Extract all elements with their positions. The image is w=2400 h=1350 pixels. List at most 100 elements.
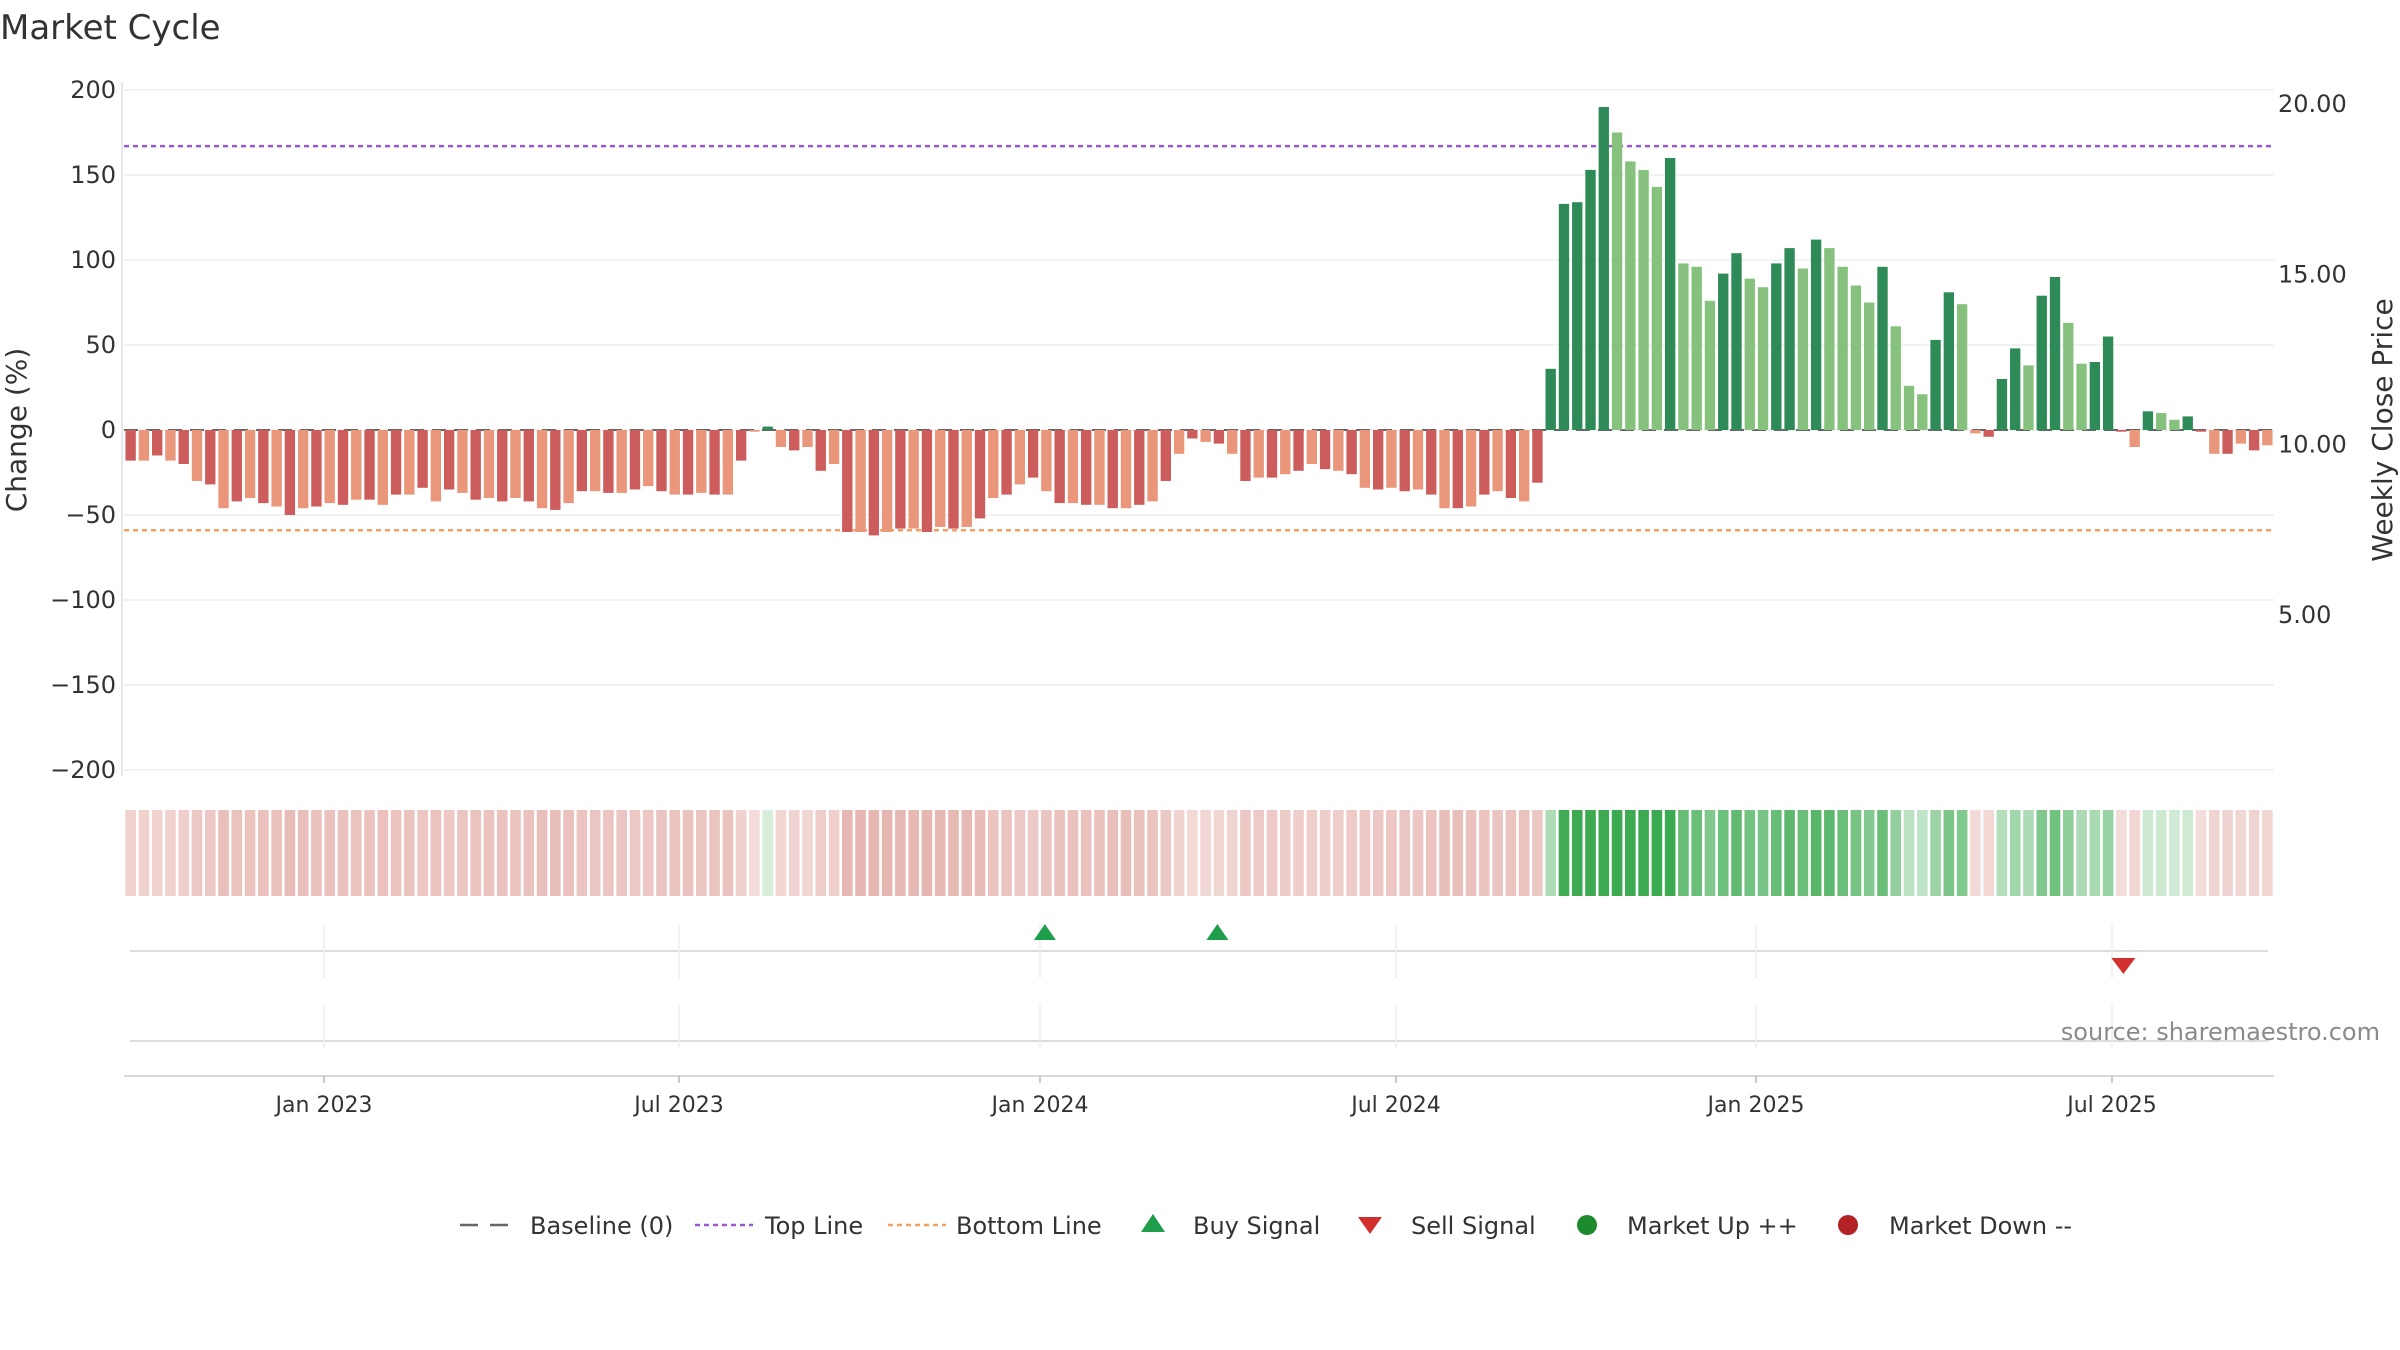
legend-item: Market Down -- bbox=[1838, 1212, 2072, 1240]
bar bbox=[2023, 365, 2034, 430]
cycle-cell bbox=[1850, 810, 1862, 896]
cycle-cell bbox=[297, 810, 309, 896]
bar bbox=[2169, 419, 2180, 430]
cycle-cell bbox=[948, 810, 959, 896]
bar bbox=[1585, 169, 1596, 430]
cycle-cell bbox=[881, 810, 893, 896]
bar bbox=[1426, 430, 1437, 495]
cycle-cell bbox=[2023, 810, 2034, 896]
bar bbox=[1081, 430, 1092, 505]
bar bbox=[1956, 304, 1968, 430]
cycle-cell bbox=[1306, 810, 1318, 896]
bar bbox=[2156, 413, 2167, 430]
bar bbox=[974, 430, 986, 519]
cycle-cell bbox=[616, 810, 627, 896]
bar bbox=[218, 430, 229, 509]
bar bbox=[1917, 394, 1928, 430]
y-tick-label: −50 bbox=[65, 501, 116, 529]
bar bbox=[178, 430, 189, 464]
cycle-cell bbox=[536, 810, 548, 896]
cycle-cell bbox=[749, 810, 760, 896]
cycle-cell bbox=[934, 810, 946, 896]
bar bbox=[2049, 277, 2061, 430]
cycle-cell bbox=[496, 810, 508, 896]
cycle-cell bbox=[987, 810, 999, 896]
bar bbox=[165, 430, 176, 461]
y2-tick-label: 15.00 bbox=[2278, 260, 2347, 288]
cycle-cell bbox=[1532, 810, 1543, 896]
buy-signal-marker bbox=[1206, 924, 1229, 940]
bar bbox=[563, 430, 574, 504]
bar bbox=[935, 430, 946, 527]
bar bbox=[1187, 430, 1198, 439]
bar bbox=[1452, 430, 1463, 509]
bar bbox=[2248, 430, 2260, 451]
bar bbox=[1970, 430, 1981, 434]
bar bbox=[629, 430, 641, 490]
bar bbox=[1518, 430, 1530, 502]
cycle-cell bbox=[2169, 810, 2180, 896]
bar bbox=[603, 430, 614, 493]
bar bbox=[1067, 430, 1079, 504]
cycle-cell bbox=[483, 810, 495, 896]
bar bbox=[1572, 202, 1583, 430]
bar bbox=[1532, 430, 1543, 483]
bar bbox=[2063, 322, 2074, 430]
cycle-cell bbox=[974, 810, 986, 896]
cycle-cell bbox=[1107, 810, 1119, 896]
bar bbox=[722, 430, 734, 495]
cycle-cell bbox=[1598, 810, 1610, 896]
y-tick-label: −200 bbox=[50, 756, 116, 784]
legend-symbol-circle bbox=[1577, 1215, 1597, 1235]
cycle-cell bbox=[1983, 810, 1994, 896]
bar bbox=[550, 430, 561, 510]
legend-label: Sell Signal bbox=[1411, 1212, 1536, 1240]
bar bbox=[1797, 268, 1809, 430]
bar bbox=[1757, 287, 1769, 430]
bar bbox=[1041, 430, 1052, 492]
cycle-cell bbox=[2129, 810, 2140, 896]
bar bbox=[152, 430, 163, 456]
bar bbox=[1253, 430, 1264, 478]
bar bbox=[589, 430, 601, 492]
cycle-cell bbox=[868, 810, 880, 896]
bar bbox=[1333, 430, 1344, 471]
bar bbox=[1625, 161, 1636, 430]
y-tick-label: 50 bbox=[85, 331, 116, 359]
cycle-cell bbox=[642, 810, 654, 896]
cycle-cell bbox=[669, 810, 681, 896]
bar bbox=[1465, 430, 1477, 507]
bar bbox=[1479, 430, 1490, 495]
cycle-cell bbox=[1625, 810, 1636, 896]
cycle-cell bbox=[1518, 810, 1530, 896]
cycle-cell bbox=[1266, 810, 1278, 896]
cycle-cell bbox=[1425, 810, 1437, 896]
legend-label: Baseline (0) bbox=[530, 1212, 673, 1240]
cycle-cell bbox=[2116, 810, 2127, 896]
bar bbox=[775, 430, 787, 447]
bar bbox=[1266, 430, 1278, 478]
bar bbox=[1810, 239, 1822, 430]
bar bbox=[1598, 107, 1609, 430]
y-axis-label: Change (%) bbox=[0, 348, 33, 513]
legend-item: Bottom Line bbox=[888, 1212, 1102, 1240]
bar bbox=[1691, 266, 1702, 430]
bar bbox=[523, 430, 534, 502]
legend-item: Top Line bbox=[695, 1212, 863, 1240]
legend: Baseline (0) Top Line Bottom Line Buy Signa… bbox=[460, 1212, 2072, 1240]
bar bbox=[417, 430, 428, 488]
bar bbox=[1824, 248, 1835, 430]
bar bbox=[656, 430, 667, 492]
bar bbox=[324, 430, 335, 504]
cycle-cell bbox=[125, 810, 136, 896]
bar bbox=[1134, 430, 1145, 505]
cycle-cell bbox=[1784, 810, 1795, 896]
bar bbox=[1996, 379, 2008, 430]
cycle-cell bbox=[1545, 810, 1557, 896]
cycle-cell bbox=[178, 810, 190, 896]
bar bbox=[351, 430, 362, 500]
cycle-cell bbox=[2049, 810, 2061, 896]
cycle-cell bbox=[1120, 810, 1132, 896]
cycle-cell bbox=[1147, 810, 1158, 896]
